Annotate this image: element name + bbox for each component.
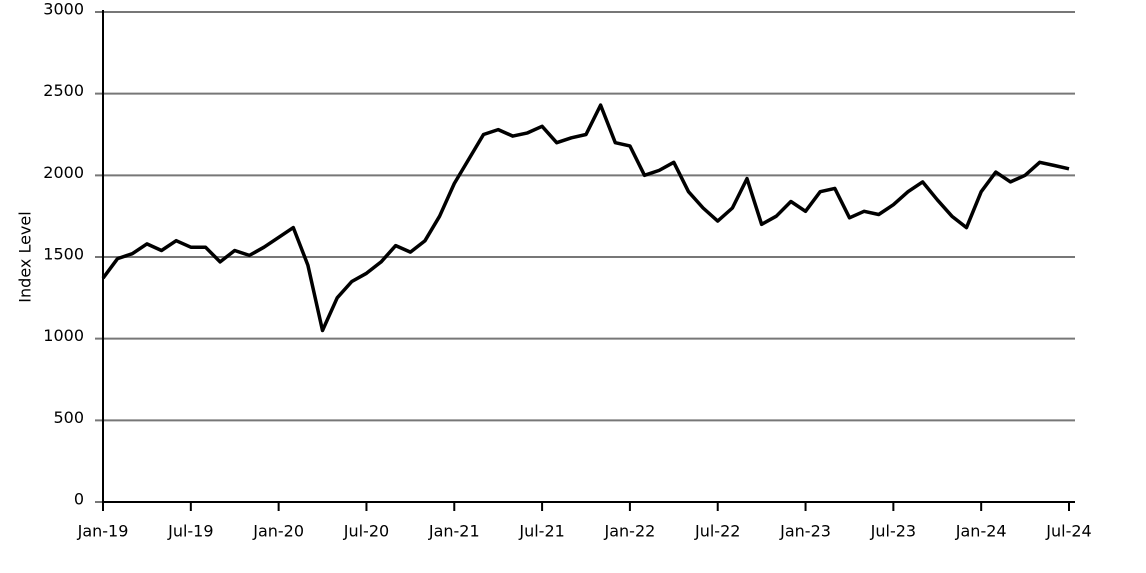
y-tick-label: 500 bbox=[53, 408, 84, 427]
y-tick-label: 3000 bbox=[43, 0, 84, 19]
y-tick-label: 1500 bbox=[43, 245, 84, 264]
y-tick-label: 2000 bbox=[43, 163, 84, 182]
x-tick-label: Jul-24 bbox=[1045, 522, 1091, 541]
x-tick-label: Jan-24 bbox=[955, 522, 1007, 541]
series-line bbox=[101, 103, 1070, 333]
y-axis-label: Index Level bbox=[16, 211, 35, 302]
x-tick-label: Jan-21 bbox=[428, 522, 480, 541]
y-tick-label: 1000 bbox=[43, 326, 84, 345]
x-tick-label: Jul-19 bbox=[167, 522, 213, 541]
x-tick-label: Jul-20 bbox=[343, 522, 389, 541]
x-tick-label: Jul-23 bbox=[870, 522, 916, 541]
x-tick-label: Jul-21 bbox=[518, 522, 564, 541]
x-tick-label: Jan-19 bbox=[77, 522, 129, 541]
y-tick-label: 2500 bbox=[43, 81, 84, 100]
x-tick-label: Jan-20 bbox=[252, 522, 304, 541]
y-tick-label: 0 bbox=[74, 490, 84, 509]
x-tick-label: Jul-22 bbox=[694, 522, 740, 541]
x-tick-label: Jan-22 bbox=[604, 522, 656, 541]
x-tick-label: Jan-23 bbox=[779, 522, 831, 541]
